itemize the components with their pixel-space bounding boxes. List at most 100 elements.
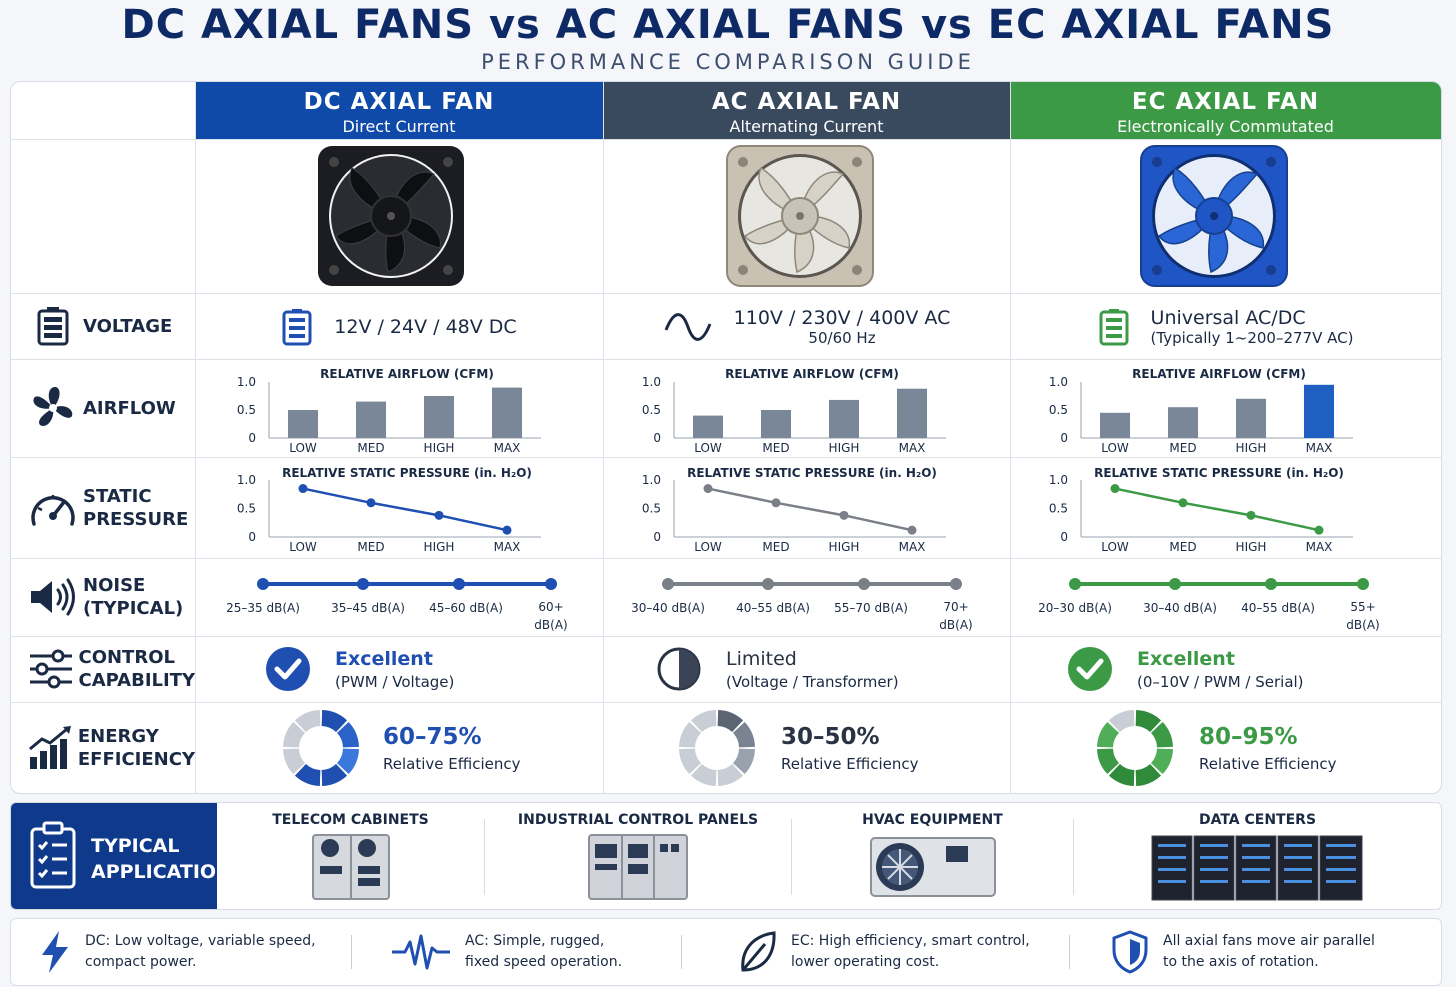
ec-efficiency-cell: 80–95% Relative Efficiency — [1095, 708, 1337, 788]
ac-static-pressure-chart: RELATIVE STATIC PRESSURE (in. H₂O) 1.0 0.5… — [642, 466, 946, 554]
app-hvac-equipment: HVAC EQUIPMENT — [792, 803, 1073, 909]
bar — [356, 401, 386, 438]
footer-notes: DC: Low voltage, variable speed, compact … — [10, 918, 1442, 986]
ac-voltage-frequency: 50/60 Hz — [808, 328, 876, 347]
x-tick-label: LOW — [289, 441, 317, 455]
data-point — [366, 498, 376, 508]
donut-segment — [337, 721, 359, 748]
note-dc-line-1: DC: Low voltage, variable speed, — [85, 933, 316, 949]
x-tick-label: MAX — [494, 540, 521, 554]
ac-efficiency-donut — [679, 710, 755, 786]
row-label-control: CONTROL CAPABILITY — [11, 636, 195, 702]
noise-range-label: dB(A) — [1346, 618, 1379, 632]
noise-range-label: dB(A) — [939, 618, 972, 632]
y-tick-label: 1.0 — [1049, 375, 1068, 389]
ec-column-title: EC AXIAL FAN — [1131, 89, 1320, 115]
ac-voltage-value: 110V / 230V / 400V AC — [733, 306, 951, 329]
static-pressure-label-1: STATIC — [83, 485, 152, 507]
donut-segment — [679, 748, 701, 775]
donut-segment — [1151, 748, 1173, 775]
noise-label-2: (TYPICAL) — [83, 598, 184, 619]
donut-segment — [337, 748, 359, 775]
ac-control-rating: Limited — [726, 647, 797, 670]
donut-segment — [321, 710, 348, 732]
dc-efficiency-value: 60–75% — [383, 723, 482, 750]
applications-heading-1: TYPICAL — [91, 835, 180, 857]
app-label: TELECOM CABINETS — [272, 812, 429, 828]
y-tick-label: 0 — [653, 530, 661, 544]
ac-column-subtitle: Alternating Current — [729, 117, 884, 136]
dc-column-header: DC AXIAL FAN Direct Current — [195, 82, 603, 139]
app-label: HVAC EQUIPMENT — [862, 812, 1003, 828]
dc-control-detail: (PWM / Voltage) — [335, 672, 455, 691]
y-tick-label: 0.5 — [237, 502, 256, 516]
x-tick-label: HIGH — [424, 441, 455, 455]
x-tick-label: HIGH — [424, 540, 455, 554]
voltage-label: VOLTAGE — [83, 315, 173, 337]
bar — [693, 415, 723, 438]
ac-column-title: AC AXIAL FAN — [711, 89, 902, 115]
data-point — [1246, 510, 1256, 520]
chart-title: RELATIVE AIRFLOW (CFM) — [320, 367, 494, 381]
x-tick-label: HIGH — [829, 540, 860, 554]
dc-control-rating: Excellent — [335, 647, 433, 670]
dc-noise-scale: 25–35 dB(A) 35–45 dB(A) 45–60 dB(A) 60+ dB(A… — [226, 578, 568, 632]
x-tick-label: MED — [762, 441, 789, 455]
noise-range-label: 40–55 dB(A) — [736, 601, 810, 615]
growth-chart-icon — [29, 725, 72, 769]
dc-control-cell: Excellent (PWM / Voltage) — [265, 646, 454, 692]
x-tick-label: MED — [357, 441, 384, 455]
donut-segment — [1108, 710, 1135, 732]
y-tick-label: 0 — [1060, 431, 1068, 445]
battery-icon — [37, 307, 69, 346]
pulse-icon — [392, 934, 450, 970]
x-tick-label: LOW — [1101, 441, 1129, 455]
leaf-icon — [741, 931, 776, 972]
ac-fan-image — [726, 145, 874, 287]
app-industrial-control-panels: INDUSTRIAL CONTROL PANELS — [485, 803, 791, 909]
ec-noise-scale: 20–30 dB(A) 30–40 dB(A) 40–55 dB(A) 55+ dB(A… — [1038, 578, 1380, 632]
row-label-voltage: VOLTAGE — [11, 293, 195, 359]
chart-title: RELATIVE AIRFLOW (CFM) — [725, 367, 899, 381]
y-tick-label: 1.0 — [642, 375, 661, 389]
ec-control-cell: Excellent (0–10V / PWM / Serial) — [1067, 646, 1304, 692]
donut-segment — [690, 710, 717, 732]
note-ac: AC: Simple, rugged, fixed speed operation… — [391, 919, 622, 985]
half-circle-icon — [657, 647, 701, 691]
data-point — [703, 484, 713, 494]
note-axial: All axial fans move air parallel to the a… — [1111, 919, 1375, 985]
dc-efficiency-cell: 60–75% Relative Efficiency — [281, 708, 521, 788]
control-label-2: CAPABILITY — [78, 670, 195, 691]
comparison-grid: DC AXIAL FAN Direct Current AC AXIAL FAN… — [10, 81, 1442, 794]
server-racks-image — [1151, 835, 1362, 901]
ec-voltage-value: Universal AC/DC — [1150, 306, 1306, 329]
series-line — [302, 487, 508, 532]
bar — [1100, 412, 1130, 438]
ac-efficiency-label: Relative Efficiency — [781, 754, 919, 773]
chart-title: RELATIVE AIRFLOW (CFM) — [1132, 367, 1306, 381]
fan-icon — [33, 386, 73, 426]
lightning-icon — [42, 931, 68, 973]
data-point — [502, 525, 512, 535]
x-tick-label: LOW — [1101, 540, 1129, 554]
noise-range-label: dB(A) — [534, 618, 567, 632]
note-dc-line-2: compact power. — [85, 954, 197, 970]
noise-scale-point — [858, 578, 870, 590]
ec-efficiency-label: Relative Efficiency — [1199, 754, 1337, 773]
note-ac-line-2: fixed speed operation. — [465, 954, 623, 970]
bar — [897, 388, 927, 438]
chart-title: RELATIVE STATIC PRESSURE (in. H₂O) — [282, 466, 532, 480]
noise-range-label: 25–35 dB(A) — [226, 601, 300, 615]
donut-segment — [294, 710, 321, 732]
speaker-icon — [31, 578, 75, 616]
y-tick-label: 1.0 — [1049, 473, 1068, 487]
noise-range-label: 70+ — [943, 600, 968, 614]
ec-column-header: EC AXIAL FAN Electronically Commutated — [1010, 82, 1441, 139]
telecom-cabinet-image — [311, 834, 390, 900]
page-title: DC AXIAL FANS vs AC AXIAL FANS vs EC AXI… — [121, 2, 1335, 48]
app-label: INDUSTRIAL CONTROL PANELS — [517, 812, 759, 828]
series-line — [707, 487, 913, 532]
data-point — [434, 510, 444, 520]
data-point — [771, 498, 781, 508]
dc-static-pressure-chart: RELATIVE STATIC PRESSURE (in. H₂O) 1.0 0.5… — [237, 466, 541, 554]
